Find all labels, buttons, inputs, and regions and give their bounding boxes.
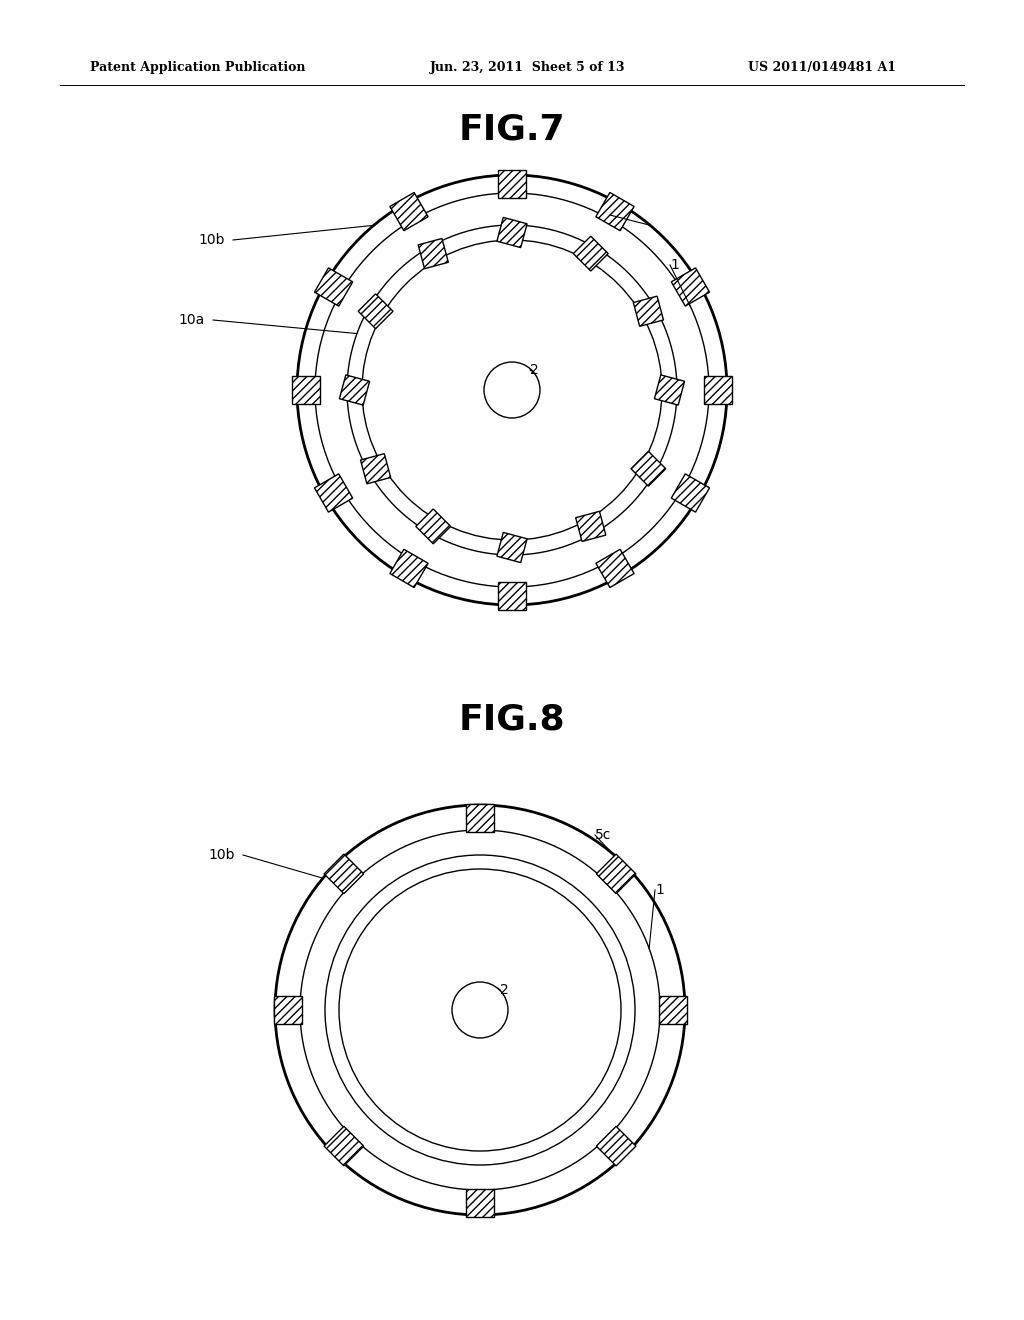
Polygon shape <box>390 193 428 231</box>
Polygon shape <box>339 375 370 405</box>
Polygon shape <box>358 294 393 329</box>
Polygon shape <box>575 511 606 541</box>
Text: FIG.8: FIG.8 <box>459 704 565 737</box>
Text: Jun. 23, 2011  Sheet 5 of 13: Jun. 23, 2011 Sheet 5 of 13 <box>430 62 626 74</box>
Polygon shape <box>596 193 634 231</box>
Polygon shape <box>596 1126 636 1166</box>
Text: 2: 2 <box>530 363 539 378</box>
Polygon shape <box>416 510 451 544</box>
Polygon shape <box>314 474 352 512</box>
Polygon shape <box>324 854 364 894</box>
Polygon shape <box>672 268 710 306</box>
Polygon shape <box>573 236 608 271</box>
Polygon shape <box>390 549 428 587</box>
Polygon shape <box>324 1126 364 1166</box>
Polygon shape <box>596 549 634 587</box>
Polygon shape <box>596 854 636 894</box>
Polygon shape <box>273 997 301 1024</box>
Polygon shape <box>672 474 710 512</box>
Text: 1: 1 <box>670 257 679 272</box>
Polygon shape <box>292 376 319 404</box>
Polygon shape <box>705 376 732 404</box>
Polygon shape <box>633 296 664 326</box>
Text: 10b: 10b <box>208 847 234 862</box>
Polygon shape <box>498 170 526 198</box>
Polygon shape <box>418 239 449 269</box>
Polygon shape <box>497 218 527 248</box>
Text: US 2011/0149481 A1: US 2011/0149481 A1 <box>748 62 896 74</box>
Polygon shape <box>498 582 526 610</box>
Text: FIG.7: FIG.7 <box>459 114 565 147</box>
Text: 1: 1 <box>655 883 664 898</box>
Polygon shape <box>654 375 685 405</box>
Polygon shape <box>466 804 494 832</box>
Polygon shape <box>360 454 391 484</box>
Polygon shape <box>658 997 686 1024</box>
Text: 5c: 5c <box>595 828 611 842</box>
Polygon shape <box>631 451 666 486</box>
Polygon shape <box>497 532 527 562</box>
Text: 2: 2 <box>500 983 509 997</box>
Text: 10a: 10a <box>178 313 204 327</box>
Text: 5c: 5c <box>610 209 627 222</box>
Polygon shape <box>466 1188 494 1217</box>
Text: 10b: 10b <box>198 234 224 247</box>
Polygon shape <box>314 268 352 306</box>
Text: Patent Application Publication: Patent Application Publication <box>90 62 305 74</box>
